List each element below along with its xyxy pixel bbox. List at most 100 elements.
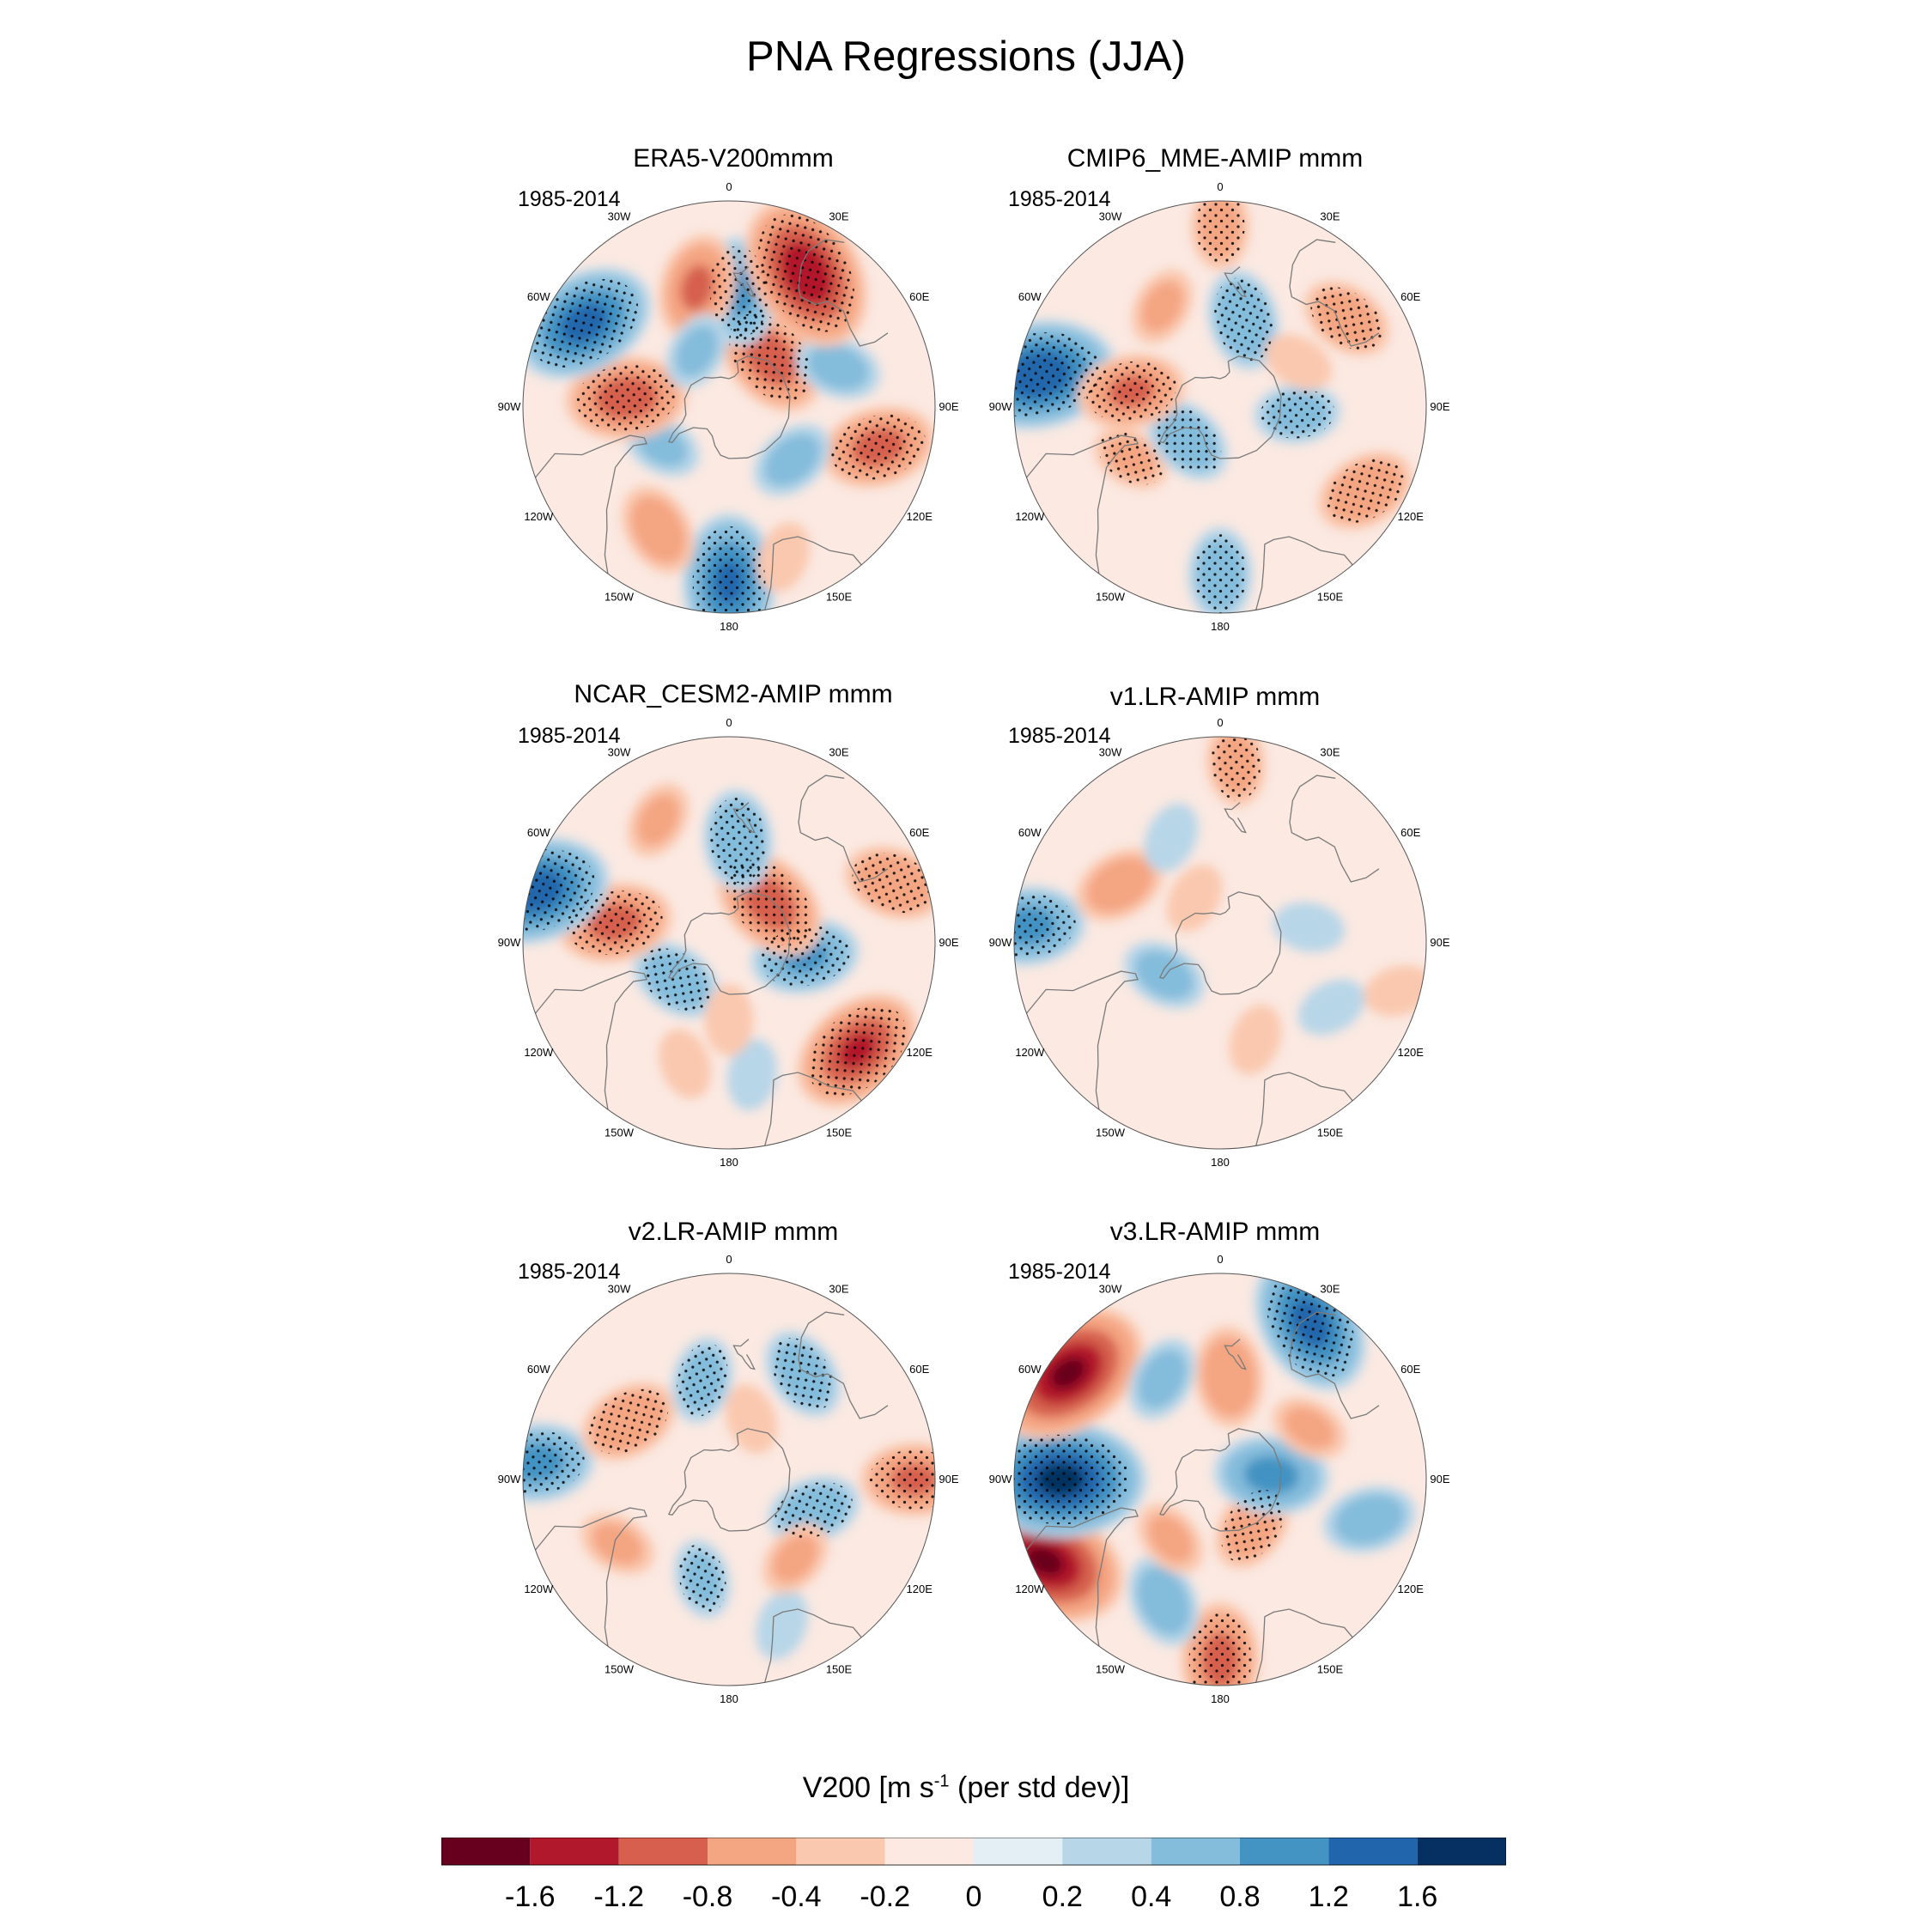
coastline — [1224, 266, 1247, 298]
map-boundary — [1013, 200, 1427, 614]
coastline — [1158, 1428, 1282, 1532]
anomaly-contour — [725, 1383, 778, 1455]
longitude-label: 180 — [1211, 620, 1230, 633]
coastline — [1025, 970, 1139, 1110]
longitude-label: 180 — [720, 1156, 738, 1169]
longitude-label: 0 — [1217, 1253, 1223, 1266]
significance-stipple — [709, 797, 767, 884]
longitude-label: 0 — [1217, 716, 1223, 729]
longitude-label: 120E — [907, 510, 933, 523]
coastline — [798, 775, 889, 883]
significance-stipple — [1098, 432, 1163, 485]
anomaly-contour — [772, 1534, 818, 1583]
longitude-label: 120E — [907, 1046, 933, 1059]
colorbar-title: V200 [m s-1 (per std dev)] — [0, 1771, 1932, 1805]
coastline — [1255, 536, 1353, 611]
panel-period-v3: 1985-2014 — [1008, 1260, 1111, 1284]
map-boundary — [522, 200, 936, 614]
significance-stipple — [1260, 389, 1335, 439]
longitude-label: 30W — [1099, 745, 1122, 758]
longitude-label: 150W — [605, 1663, 635, 1676]
colorbar-title-exponent: -1 — [933, 1771, 950, 1791]
coastline — [732, 1339, 756, 1370]
longitude-label: 60E — [1400, 290, 1420, 303]
coastline — [764, 1608, 862, 1683]
significance-stipple — [1214, 277, 1273, 362]
anomaly-contour — [1147, 1514, 1194, 1564]
longitude-label: 90W — [989, 400, 1012, 413]
significance-stipple — [1325, 458, 1405, 524]
longitude-label: 90W — [989, 936, 1012, 949]
anomaly-contour — [1334, 1493, 1406, 1546]
significance-stipple — [1188, 1612, 1252, 1686]
colorbar-swatch — [974, 1838, 1063, 1865]
coastline — [732, 266, 756, 298]
map-boundary — [1013, 736, 1427, 1150]
coastline — [732, 802, 756, 834]
longitude-label: 60E — [1400, 826, 1420, 839]
anomaly-contour — [756, 1589, 808, 1660]
coastline — [667, 891, 791, 995]
anomaly-contour — [675, 325, 719, 377]
longitude-label: 0 — [726, 716, 732, 729]
longitude-label: 60W — [1018, 290, 1042, 303]
longitude-label: 30W — [1099, 1282, 1122, 1295]
significance-stipple — [831, 414, 926, 480]
colorbar-swatch — [1240, 1838, 1329, 1865]
longitude-label: 30E — [829, 210, 848, 222]
colorbar-swatch — [796, 1838, 885, 1865]
longitude-label: 30E — [1320, 745, 1340, 758]
colorbar-tick-label: 1.6 — [1397, 1880, 1437, 1913]
polar-map-cmip6: 0 30E 60E 90E 120E 150E 180 150W 120W 90W 60W 30W — [989, 180, 1450, 633]
significance-stipple — [567, 890, 663, 955]
longitude-label: 150W — [1096, 1663, 1126, 1676]
significance-stipple — [523, 1431, 585, 1495]
coastline — [1224, 802, 1247, 834]
coastline — [534, 434, 648, 574]
colorbar-swatch — [708, 1838, 797, 1865]
longitude-label: 180 — [720, 620, 738, 633]
map-boundary — [1013, 1273, 1427, 1686]
coastline — [1158, 891, 1282, 995]
anomaly-contour — [1085, 856, 1154, 914]
significance-stipple — [1310, 287, 1383, 350]
panel-title-era5: ERA5-V200mmm — [633, 144, 834, 173]
colorbar-swatch — [1328, 1838, 1418, 1865]
significance-stipple — [1221, 1490, 1285, 1563]
significance-stipple — [775, 1482, 853, 1539]
longitude-label: 90E — [1430, 936, 1449, 949]
longitude-label: 0 — [1217, 180, 1223, 193]
anomaly-contour — [629, 495, 687, 564]
coastline — [534, 970, 648, 1110]
longitude-label: 30E — [1320, 1282, 1340, 1295]
longitude-label: 60E — [909, 290, 929, 303]
longitude-label: 30W — [608, 745, 631, 758]
colorbar-swatch — [884, 1838, 974, 1865]
longitude-label: 150W — [1096, 1127, 1126, 1139]
coastline — [798, 1311, 889, 1419]
significance-stipple — [1014, 1434, 1130, 1525]
longitude-label: 60W — [527, 826, 550, 839]
longitude-label: 120W — [1015, 1583, 1045, 1595]
anomaly-contour — [806, 343, 869, 391]
significance-stipple — [771, 1338, 835, 1411]
colorbar-title-suffix: (per std dev)] — [949, 1771, 1130, 1804]
longitude-label: 90E — [939, 936, 958, 949]
longitude-label: 120E — [1398, 1046, 1425, 1059]
significance-stipple — [1211, 737, 1261, 801]
anomaly-contour — [1284, 1406, 1335, 1449]
coastline — [1289, 239, 1380, 347]
longitude-label: 120W — [1015, 1046, 1045, 1059]
colorbar-swatch — [1417, 1838, 1506, 1865]
anomaly-contour — [1229, 1005, 1282, 1075]
coastline — [667, 355, 791, 459]
significance-stipple — [729, 313, 812, 402]
significance-stipple — [523, 848, 595, 933]
significance-stipple — [1194, 534, 1247, 613]
colorbar-tick-label: -1.2 — [593, 1880, 644, 1913]
polar-map-v2: 0 30E 60E 90E 120E 150E 180 150W 120W 90W 60W 30W — [498, 1253, 959, 1705]
colorbar-title-prefix: V200 [m s — [802, 1771, 934, 1804]
longitude-label: 150W — [605, 591, 635, 604]
coastline — [764, 536, 862, 611]
significance-stipple — [1086, 361, 1176, 422]
